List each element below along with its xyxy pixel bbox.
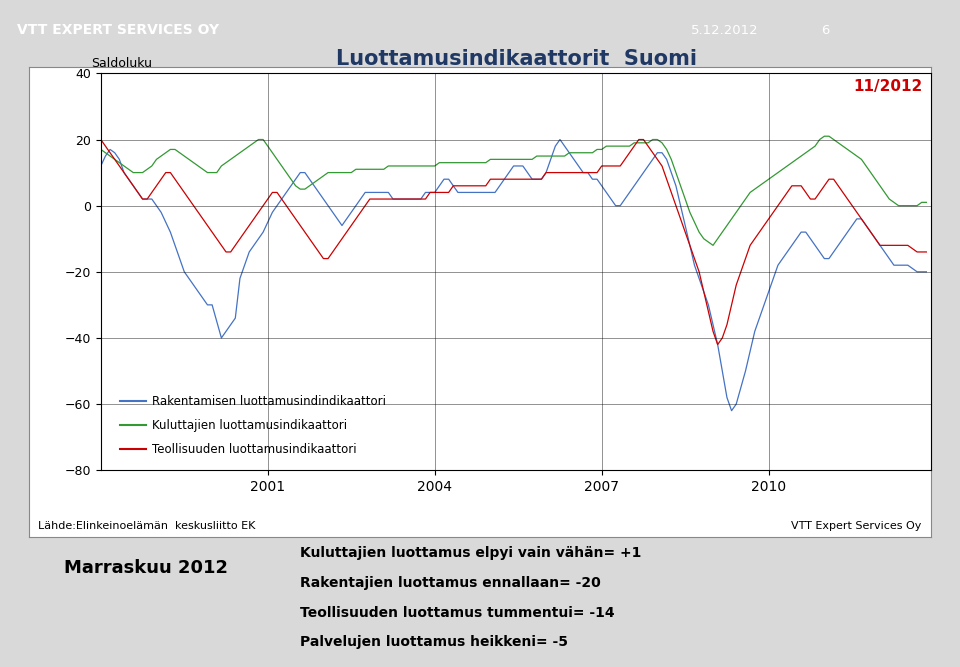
Text: VTT EXPERT SERVICES OY: VTT EXPERT SERVICES OY [17,23,220,37]
Text: VTT Expert Services Oy: VTT Expert Services Oy [791,521,922,530]
Text: Rakentajien luottamus ennallaan= -20: Rakentajien luottamus ennallaan= -20 [300,576,600,590]
Text: 5.12.2012: 5.12.2012 [691,23,758,37]
Text: Saldoluku: Saldoluku [91,57,153,70]
Text: 6: 6 [821,23,829,37]
Text: Teollisuuden luottamus tummentui= -14: Teollisuuden luottamus tummentui= -14 [300,606,614,620]
Title: Luottamusindikaattorit  Suomi: Luottamusindikaattorit Suomi [335,49,697,69]
Text: Palvelujen luottamus heikkeni= -5: Palvelujen luottamus heikkeni= -5 [300,635,567,649]
Legend: Rakentamisen luottamusindindikaattori, Kuluttajien luottamusindikaattori, Teolli: Rakentamisen luottamusindindikaattori, K… [115,391,391,460]
Text: Marraskuu 2012: Marraskuu 2012 [64,559,228,577]
Text: 11/2012: 11/2012 [853,79,923,94]
Text: Lähde:Elinkeinoelämän  keskusliitto EK: Lähde:Elinkeinoelämän keskusliitto EK [38,521,255,530]
Text: Kuluttajien luottamus elpyi vain vähän= +1: Kuluttajien luottamus elpyi vain vähän= … [300,546,641,560]
